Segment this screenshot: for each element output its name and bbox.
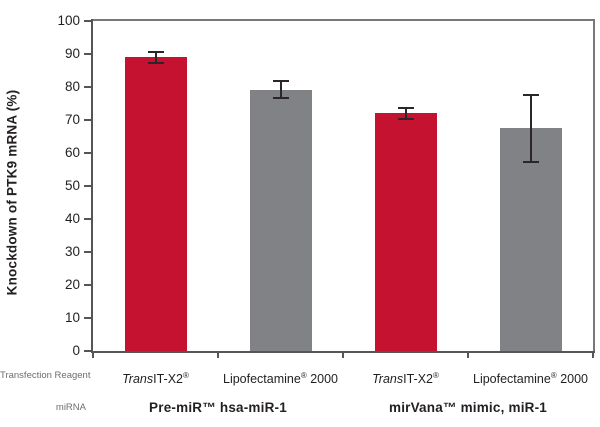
error-bar-cap-top [397, 106, 414, 109]
y-tick-label: 80 [64, 79, 80, 94]
y-tick-label: 50 [64, 178, 80, 193]
error-bar [154, 50, 157, 64]
y-tick [84, 218, 91, 220]
y-tick-label: 10 [64, 310, 80, 325]
y-tick-label: 20 [64, 277, 80, 292]
error-bar [279, 80, 282, 99]
category-label: Lipofectamine® 2000 [222, 371, 339, 386]
error-bar-cap-bottom [397, 118, 414, 120]
y-tick [84, 284, 91, 286]
y-tick-label: 0 [72, 343, 80, 358]
x-axis-line [91, 351, 595, 353]
y-tick [84, 20, 91, 22]
error-bar-cap-top [272, 80, 289, 83]
y-tick [84, 53, 91, 55]
x-tick [92, 353, 94, 358]
category-label: TransIT-X2® [372, 371, 439, 386]
x-tick [467, 353, 469, 358]
x-tick [592, 353, 594, 358]
plot-right-frame [593, 19, 595, 353]
x-tick [217, 353, 219, 358]
error-bar-cap-bottom [147, 61, 164, 64]
bar [124, 57, 187, 351]
category-label: Lipofectamine® 2000 [472, 371, 589, 386]
plot-top-frame [91, 19, 595, 21]
y-tick-label: 100 [57, 13, 80, 28]
y-tick-label: 40 [64, 211, 80, 226]
y-tick-label: 30 [64, 244, 80, 259]
y-tick [84, 86, 91, 88]
y-tick [84, 152, 91, 154]
y-tick [84, 119, 91, 121]
y-tick-label: 70 [64, 112, 80, 127]
y-tick-label: 90 [64, 46, 80, 61]
error-bar [529, 93, 532, 163]
y-axis-line [91, 19, 93, 351]
group-label: Pre-miR™ hsa-miR-1 [149, 400, 287, 415]
error-bar-cap-bottom [272, 96, 289, 99]
error-bar [404, 106, 407, 120]
bar [249, 90, 312, 351]
error-bar-cap-bottom [522, 160, 539, 163]
error-bar-cap-top [147, 50, 164, 53]
group-label: mirVana™ mimic, miR-1 [388, 400, 548, 415]
y-tick [84, 185, 91, 187]
y-tick-label: 60 [64, 145, 80, 160]
row-label-mirna: miRNA [55, 402, 86, 413]
category-label: TransIT-X2® [122, 371, 189, 386]
x-tick [342, 353, 344, 358]
y-tick [84, 350, 91, 352]
row-label-transfection-reagent: Transfection Reagent [0, 370, 91, 381]
error-bar-cap-top [522, 93, 539, 96]
bar [374, 113, 437, 351]
y-tick [84, 317, 91, 319]
y-tick [84, 251, 91, 253]
y-axis-title: Knockdown of PTK9 mRNA (%) [4, 89, 20, 296]
bar [499, 128, 562, 351]
